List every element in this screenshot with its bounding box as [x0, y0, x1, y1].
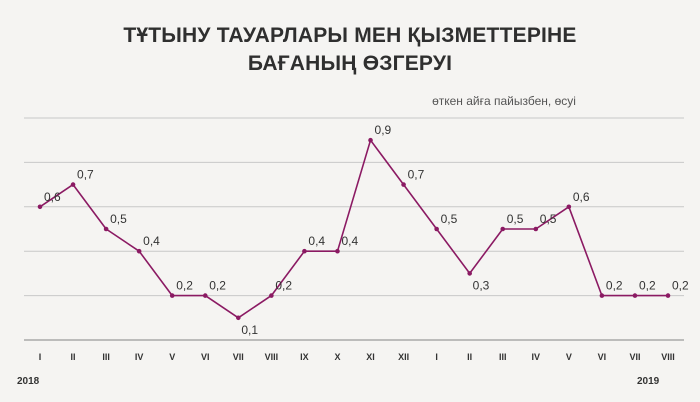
chart-title-line1: ТҰТЫНУ ТАУАРЛАРЫ МЕН ҚЫЗМЕТТЕРІНЕ: [123, 24, 577, 47]
data-label: 0,2: [275, 279, 292, 293]
data-point: [236, 315, 241, 321]
x-tick-label: XI: [366, 352, 375, 362]
x-tick-label: V: [169, 352, 175, 362]
data-label: 0,7: [408, 168, 425, 182]
chart-subtitle: өткен айға пайызбен, өсуі: [432, 94, 576, 108]
x-tick-label: IV: [532, 352, 541, 362]
data-point: [103, 226, 109, 232]
year-label-2019: 2019: [637, 376, 660, 387]
data-point: [202, 293, 208, 298]
data-label: 0,9: [375, 123, 392, 137]
x-tick-label: VII: [629, 352, 640, 362]
x-tick-label: III: [102, 352, 110, 362]
x-tick-label: VI: [598, 352, 607, 362]
data-label: 0,5: [507, 212, 524, 226]
x-tick-label: IV: [135, 352, 144, 362]
data-point: [665, 293, 671, 298]
data-point: [368, 137, 373, 143]
series-line: [39, 139, 668, 319]
data-point: [599, 293, 605, 298]
x-tick-label: I: [435, 352, 438, 362]
x-tick-label: IX: [300, 352, 309, 362]
data-point: [533, 226, 539, 232]
data-label: 0,2: [209, 279, 226, 293]
data-label: 0,6: [573, 190, 590, 204]
data-point: [500, 226, 506, 232]
x-tick-label: II: [467, 352, 472, 362]
data-point: [632, 293, 638, 298]
x-tick-label: III: [499, 352, 507, 362]
data-point: [335, 248, 340, 254]
x-tick-label: VI: [201, 352, 210, 362]
data-label: 0,4: [143, 234, 160, 248]
data-point: [566, 204, 572, 210]
x-tick-label: II: [71, 352, 76, 362]
data-point: [467, 271, 472, 276]
data-point: [434, 226, 439, 232]
x-tick-label: VIII: [265, 352, 279, 362]
data-label: 0,2: [639, 279, 656, 293]
data-label: 0,3: [473, 278, 490, 292]
data-label: 0,4: [341, 234, 358, 248]
data-point: [401, 182, 406, 187]
data-label: 0,4: [308, 234, 325, 248]
data-label: 0,5: [441, 212, 458, 226]
data-label: 0,6: [44, 190, 61, 204]
data-label: 0,5: [110, 212, 127, 226]
data-point: [169, 293, 175, 298]
data-point: [302, 248, 307, 254]
data-label: 0,2: [176, 279, 193, 293]
year-label-2018: 2018: [17, 376, 40, 387]
x-tick-label: VIII: [661, 352, 675, 362]
chart-title-line2: БАҒАНЫҢ ӨЗГЕРУІ: [247, 52, 453, 75]
data-point: [70, 182, 76, 187]
data-label: 0,7: [77, 168, 94, 182]
data-label: 0,2: [606, 279, 623, 293]
x-tick-label: XII: [398, 352, 409, 362]
x-tick-label: V: [566, 352, 572, 362]
data-point: [269, 293, 274, 298]
x-tick-label: VII: [233, 352, 244, 362]
data-point: [37, 204, 43, 210]
data-point: [136, 248, 142, 254]
data-label: 0,5: [540, 212, 557, 226]
x-tick-label: I: [39, 352, 42, 362]
data-label: 0,1: [241, 323, 258, 337]
x-tick-label: X: [334, 352, 340, 362]
data-label: 0,2: [672, 279, 689, 293]
